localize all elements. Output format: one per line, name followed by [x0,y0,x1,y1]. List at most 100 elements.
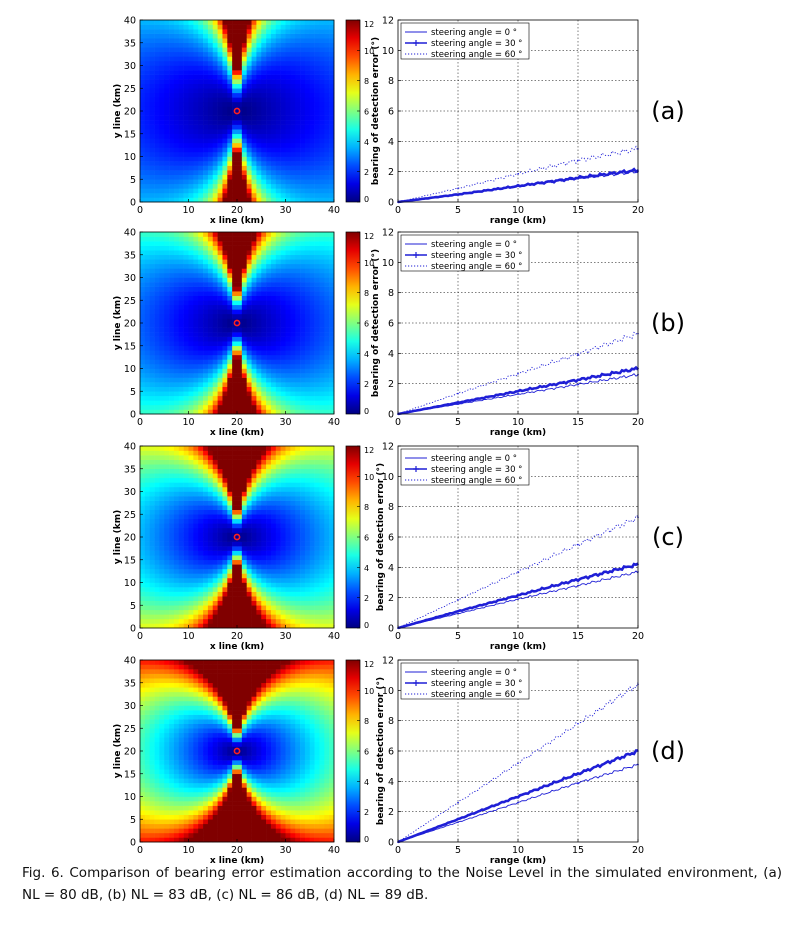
y-tick-label: 8 [388,288,394,299]
heatmap-cell [198,327,204,333]
heatmap-cell [203,250,209,256]
heatmap-cell [212,505,218,510]
heatmap-cell [164,354,170,360]
heatmap-cell [314,459,320,465]
heatmap-cell [193,42,199,48]
heatmap-cell [304,151,311,157]
heatmap-cell [261,97,267,103]
heatmap-cell [198,263,204,269]
x-tick-label: 20 [632,205,644,216]
heatmap-cell [178,555,184,561]
heatmap-cell [232,47,238,53]
heatmap-cell [227,151,233,157]
heatmap-cell [261,564,267,570]
heatmap-cell [241,42,247,48]
heatmap-cell [241,309,247,315]
heatmap-cell [261,341,267,347]
heatmap-cell [178,500,184,506]
heatmap-cell [319,546,325,551]
heatmap-cell [212,142,218,148]
heatmap-cell [309,304,315,310]
heatmap-cell [285,546,291,551]
heatmap-cell [232,295,238,301]
heatmap-cell [266,455,272,460]
heatmap-cell [309,188,315,194]
heatmap-cell [280,514,286,520]
x-tick-label: 10 [512,205,524,216]
heatmap-cell [309,236,315,242]
heatmap-cell [198,623,204,629]
heatmap-cell [304,259,311,265]
heatmap-cell [217,174,223,180]
heatmap-cell [198,241,204,246]
heatmap-cell [300,523,306,529]
heatmap-cell [275,377,281,383]
heatmap-cell [203,404,209,410]
y-tick-label: 30 [124,61,136,72]
heatmap-cell [164,47,170,53]
heatmap-cell [285,179,291,185]
heatmap-cell [266,491,272,497]
heatmap-cell [266,124,272,130]
heatmap-cell [324,532,330,538]
heatmap-cell [203,111,209,116]
heatmap-cell [207,263,214,269]
heatmap-cell [140,79,146,84]
heatmap-cell [212,527,218,533]
heatmap-cell [241,373,247,378]
heatmap-cell [314,400,320,406]
heatmap-cell [256,272,262,278]
heatmap-cell [266,236,272,242]
heatmap-cell [280,373,286,378]
heatmap-cell [261,83,267,89]
heatmap-cell [261,336,267,342]
heatmap-cell [222,459,228,465]
heatmap-cell [261,550,267,556]
heatmap-cell [246,609,252,615]
heatmap-cell [309,482,315,488]
heatmap-cell [285,232,291,237]
heatmap-cell [193,505,199,510]
heatmap-cell [193,523,199,529]
heatmap-cell [261,332,267,337]
heatmap-cell [217,65,223,71]
heatmap-cell [300,482,306,488]
heatmap-cell [300,614,306,620]
heatmap-cell [169,151,175,157]
heatmap-cell [329,313,335,319]
heatmap-cell [188,88,194,94]
heatmap-cell [256,277,262,283]
heatmap-cell [198,382,204,387]
heatmap-cell [140,345,146,351]
heatmap-cell [241,473,247,479]
heatmap-cell [275,591,281,597]
heatmap-cell [246,527,252,533]
heatmap-cell [319,304,325,310]
heatmap-cell [246,505,252,510]
heatmap-cell [266,386,272,392]
heatmap-cell [183,336,189,342]
heatmap-cell [319,33,325,39]
heatmap-cell [159,404,165,410]
heatmap-cell [290,170,296,175]
heatmap-cell [188,568,194,574]
heatmap-cell [261,368,267,374]
heatmap-cell [212,263,218,269]
heatmap-cell [329,236,335,242]
heatmap-cell [207,83,214,89]
heatmap-cell [285,92,291,98]
heatmap-cell [309,609,315,615]
heatmap-cell [154,587,160,592]
heatmap-cell [227,537,233,542]
heatmap-cell [193,377,199,383]
heatmap-cell [285,295,291,301]
heatmap-cell [217,564,223,570]
heatmap-cell [261,468,267,474]
heatmap-cell [193,336,199,342]
data-point-1 [517,390,519,393]
heatmap-cell [275,477,281,483]
heatmap-cell [304,341,311,347]
heatmap-cell [193,245,199,251]
heatmap-cell [217,156,223,162]
heatmap-cell [183,97,189,103]
